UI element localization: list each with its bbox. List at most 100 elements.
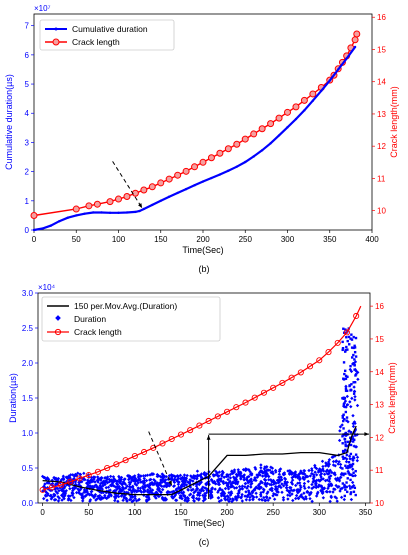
cumulative-duration-point xyxy=(58,220,61,223)
duration-point xyxy=(56,499,61,503)
duration-point xyxy=(167,473,172,478)
duration-point xyxy=(199,472,204,476)
duration-point xyxy=(228,472,233,477)
duration-point xyxy=(355,403,360,408)
duration-point xyxy=(222,494,226,498)
cumulative-duration-point xyxy=(49,224,53,227)
duration-point xyxy=(345,419,348,422)
duration-point xyxy=(226,495,231,499)
duration-point xyxy=(226,477,230,482)
duration-point xyxy=(342,377,345,380)
duration-point xyxy=(344,444,347,448)
duration-point xyxy=(218,486,222,491)
crack-length-point xyxy=(199,158,207,166)
crack-length-point xyxy=(76,475,83,482)
x-axis-label: Time(Sec) xyxy=(183,518,224,528)
duration-point xyxy=(127,487,131,492)
duration-point xyxy=(331,459,336,464)
duration-point xyxy=(169,477,174,481)
duration-point xyxy=(214,469,218,474)
duration-point xyxy=(343,456,347,460)
duration-point xyxy=(113,496,118,500)
duration-point xyxy=(63,485,67,489)
crack-length-point xyxy=(30,211,38,219)
duration-point xyxy=(353,346,357,349)
duration-point xyxy=(122,494,127,498)
crack-length-point xyxy=(72,205,80,213)
duration-point xyxy=(251,497,255,502)
cumulative-duration-point xyxy=(193,184,196,187)
cumulative-duration-point xyxy=(32,228,36,232)
duration-point xyxy=(320,459,325,463)
cumulative-duration-point xyxy=(125,211,129,214)
cumulative-duration-point xyxy=(294,117,298,121)
duration-point xyxy=(349,436,352,439)
duration-point xyxy=(345,336,348,339)
cumulative-duration-point xyxy=(353,45,357,49)
duration-point xyxy=(145,499,149,503)
duration-point xyxy=(342,403,346,406)
y2-tick-label: 16 xyxy=(375,302,384,311)
duration-point xyxy=(352,385,356,389)
duration-point xyxy=(124,496,129,501)
duration-point xyxy=(160,487,165,492)
duration-point xyxy=(342,457,345,460)
chart-panel-c: 0 50 100 150 200 250 300 350 0.0 0.5 1.0 1.5 2.0 2.5 3… xyxy=(8,283,397,528)
duration-point xyxy=(110,483,114,488)
duration-point xyxy=(142,487,146,492)
cumulative-duration-point xyxy=(117,211,120,214)
crack-length-point xyxy=(104,465,111,472)
duration-point xyxy=(66,494,71,498)
crack-length-point xyxy=(307,363,314,370)
cumulative-duration-point xyxy=(218,173,222,176)
duration-point xyxy=(102,480,106,485)
duration-point xyxy=(350,383,353,386)
duration-point xyxy=(57,489,61,493)
y-tick-label: 7 xyxy=(25,22,30,31)
y2-tick-label: 13 xyxy=(375,401,384,410)
duration-point xyxy=(117,474,121,479)
duration-point xyxy=(139,490,144,494)
duration-point xyxy=(103,493,107,498)
duration-point xyxy=(216,488,221,493)
guide-horizontal-arrow-head xyxy=(364,432,369,437)
cumulative-duration-point xyxy=(184,187,188,191)
duration-point xyxy=(342,497,346,502)
cumulative-duration-point xyxy=(83,212,86,215)
duration-point xyxy=(141,482,146,486)
legend-label-duration: Duration xyxy=(74,314,106,324)
duration-point xyxy=(44,494,48,498)
duration-point xyxy=(348,343,351,346)
cumulative-duration-point xyxy=(41,227,44,230)
y-tick-label: 6 xyxy=(25,51,30,60)
duration-point xyxy=(96,480,100,484)
duration-point xyxy=(341,442,344,445)
duration-point xyxy=(350,463,354,467)
duration-point xyxy=(355,455,360,459)
duration-point xyxy=(350,486,354,489)
duration-point xyxy=(286,497,290,501)
duration-point xyxy=(249,477,253,481)
duration-point xyxy=(342,327,345,330)
duration-point xyxy=(344,443,347,446)
cumulative-duration-point xyxy=(159,199,162,203)
crack-length-point xyxy=(233,404,240,411)
duration-point xyxy=(314,473,319,477)
duration-point xyxy=(197,491,202,496)
duration-point xyxy=(182,484,186,488)
duration-point xyxy=(180,484,184,489)
cumulative-duration-point xyxy=(108,211,112,214)
cumulative-duration-point xyxy=(142,207,146,211)
duration-point xyxy=(232,468,237,472)
duration-point xyxy=(352,490,356,493)
duration-point xyxy=(230,469,234,473)
duration-point xyxy=(328,490,332,494)
duration-point xyxy=(352,456,356,460)
duration-point xyxy=(131,498,136,503)
duration-point xyxy=(308,496,312,501)
duration-point xyxy=(185,495,190,500)
y2-tick-label: 15 xyxy=(375,335,384,344)
duration-point xyxy=(141,484,145,489)
duration-point xyxy=(249,482,253,487)
crack-length-point xyxy=(191,163,199,171)
